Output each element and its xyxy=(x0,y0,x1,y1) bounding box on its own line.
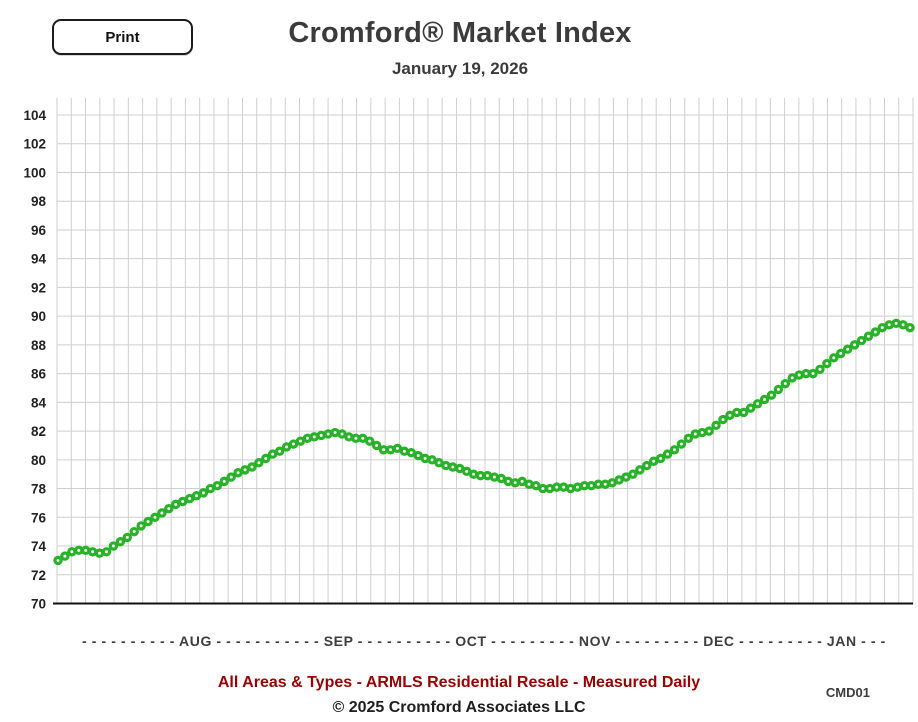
x-axis-month-labels: - - - - - - - - - - AUG - - - - - - - - … xyxy=(82,633,886,649)
svg-text:80: 80 xyxy=(31,453,46,468)
svg-text:74: 74 xyxy=(31,539,47,554)
svg-text:88: 88 xyxy=(31,338,47,353)
svg-text:72: 72 xyxy=(31,568,46,583)
print-button[interactable]: Print xyxy=(52,19,193,55)
svg-text:102: 102 xyxy=(23,137,46,152)
svg-text:76: 76 xyxy=(31,510,47,525)
page-title: Cromford® Market Index xyxy=(288,17,632,49)
market-index-series xyxy=(53,318,915,566)
chart-gridlines xyxy=(56,98,914,604)
svg-text:84: 84 xyxy=(31,395,47,410)
svg-text:70: 70 xyxy=(31,597,46,612)
svg-text:104: 104 xyxy=(23,108,46,123)
svg-text:92: 92 xyxy=(31,280,46,295)
copyright-label: © 2025 Cromford Associates LLC xyxy=(332,699,586,716)
y-axis-tick-labels: 104 102 100 98 96 94 92 90 88 86 84 82 80 78 76 74 72 70 xyxy=(23,108,46,612)
series-caption: All Areas & Types - ARMLS Residential Re… xyxy=(217,674,701,691)
chart-code-label: CMD01 xyxy=(825,685,870,700)
svg-text:90: 90 xyxy=(31,309,46,324)
svg-text:98: 98 xyxy=(31,194,47,209)
svg-text:94: 94 xyxy=(31,252,47,267)
chart-date-subtitle: January 19, 2026 xyxy=(391,59,529,78)
svg-text:100: 100 xyxy=(23,165,46,180)
svg-text:86: 86 xyxy=(31,367,47,382)
svg-text:96: 96 xyxy=(31,223,47,238)
svg-text:78: 78 xyxy=(31,482,47,497)
svg-text:82: 82 xyxy=(31,424,46,439)
